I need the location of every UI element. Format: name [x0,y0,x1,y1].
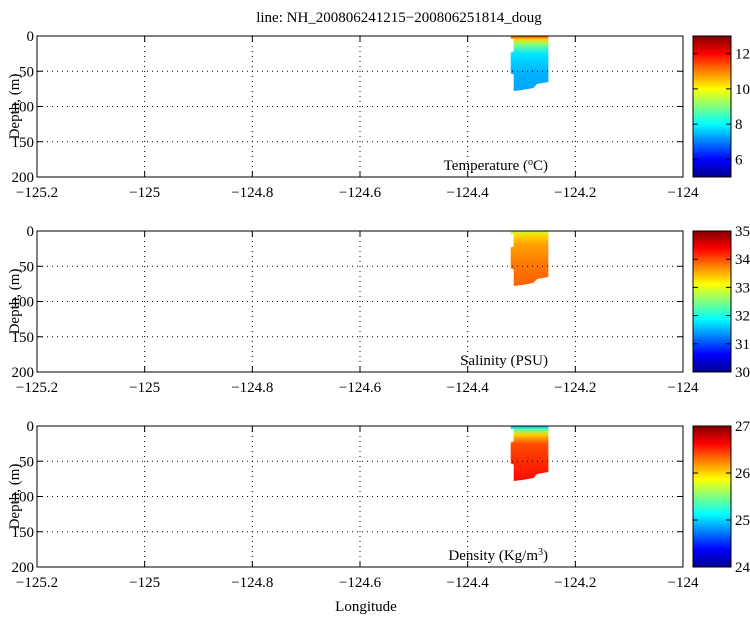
y-tick-label: 0 [27,224,35,240]
x-tick-label: −124 [668,575,699,591]
colorbar-tick-label: 6 [735,152,743,168]
panel-label: Density (Kg/m3) [448,547,548,565]
y-tick-label: 50 [19,64,34,80]
colorbar-tick-label: 25 [735,513,750,529]
x-tick-label: −124.6 [339,185,382,201]
colorbar-tick-label: 32 [735,309,750,325]
x-tick-label: −125 [129,185,160,201]
y-tick-label: 200 [12,560,35,576]
y-axis-title: Depth, (m) [7,464,23,530]
colorbar [692,230,732,373]
y-tick-label: 150 [12,135,35,151]
y-tick-label: 100 [12,100,35,116]
x-tick-label: −124.4 [447,575,490,591]
x-tick-label: −124.8 [231,575,273,591]
colorbar-tick-label: 33 [735,280,750,296]
x-tick-label: −124.4 [447,185,490,201]
y-tick-label: 200 [12,170,35,186]
colorbar-tick-label: 10 [735,82,750,98]
colorbar-tick-label: 34 [735,252,750,268]
colorbar-tick-label: 12 [735,47,750,63]
colorbar-tick-label: 27 [735,419,750,435]
x-tick-label: −125.2 [16,185,58,201]
colorbar [692,425,732,568]
colorbar-tick-label: 24 [735,560,750,576]
colorbar-tick-label: 31 [735,337,750,353]
colorbar-tick-label: 30 [735,365,750,381]
data-patch [510,36,549,91]
x-tick-label: −124.6 [339,380,382,396]
colorbar-tick-label: 8 [735,117,743,133]
x-tick-label: −124 [668,185,699,201]
y-tick-label: 200 [12,365,35,381]
y-tick-label: 100 [12,295,35,311]
panel-1: −125.2 −125 −124.8 −124.6 −124.4 −124.2 −124 0 5… [7,29,750,201]
colorbar-tick-label: 26 [735,466,750,482]
y-axis-title: Depth, (m) [7,74,23,140]
y-tick-label: 0 [27,29,35,45]
x-tick-label: −125 [129,380,160,396]
x-tick-label: −124.2 [554,185,596,201]
figure-title: line: NH_200806241215−200806251814_doug [256,10,542,26]
x-axis-title: Longitude [335,599,397,615]
x-tick-label: −125.2 [16,575,58,591]
panel-label: Temperature (oC) [444,157,548,175]
y-tick-label: 150 [12,330,35,346]
panels: −125.2 −125 −124.8 −124.6 −124.4 −124.2 −124 0 5… [7,29,750,591]
panel-label: Salinity (PSU) [460,353,548,369]
y-tick-label: 50 [19,259,34,275]
colorbar [692,35,732,178]
x-tick-label: −124.8 [231,380,273,396]
panel-2: −125.2 −125 −124.8 −124.6 −124.4 −124.2 −124 0 5… [7,224,750,396]
y-tick-label: 0 [27,419,35,435]
y-tick-label: 150 [12,525,35,541]
colorbar-tick-label: 35 [735,224,750,240]
data-patch [510,231,549,286]
panel-3: −125.2 −125 −124.8 −124.6 −124.4 −124.2 −124 0 5… [7,419,750,591]
x-tick-label: −124 [668,380,699,396]
y-tick-label: 50 [19,454,34,470]
y-axis-title: Depth, (m) [7,269,23,335]
x-tick-label: −125 [129,575,160,591]
x-tick-label: −125.2 [16,380,58,396]
y-tick-label: 100 [12,490,35,506]
x-tick-label: −124.2 [554,575,596,591]
x-tick-label: −124.4 [447,380,490,396]
x-tick-label: −124.2 [554,380,596,396]
x-tick-label: −124.8 [231,185,273,201]
x-tick-label: −124.6 [339,575,382,591]
data-patch [510,426,549,481]
